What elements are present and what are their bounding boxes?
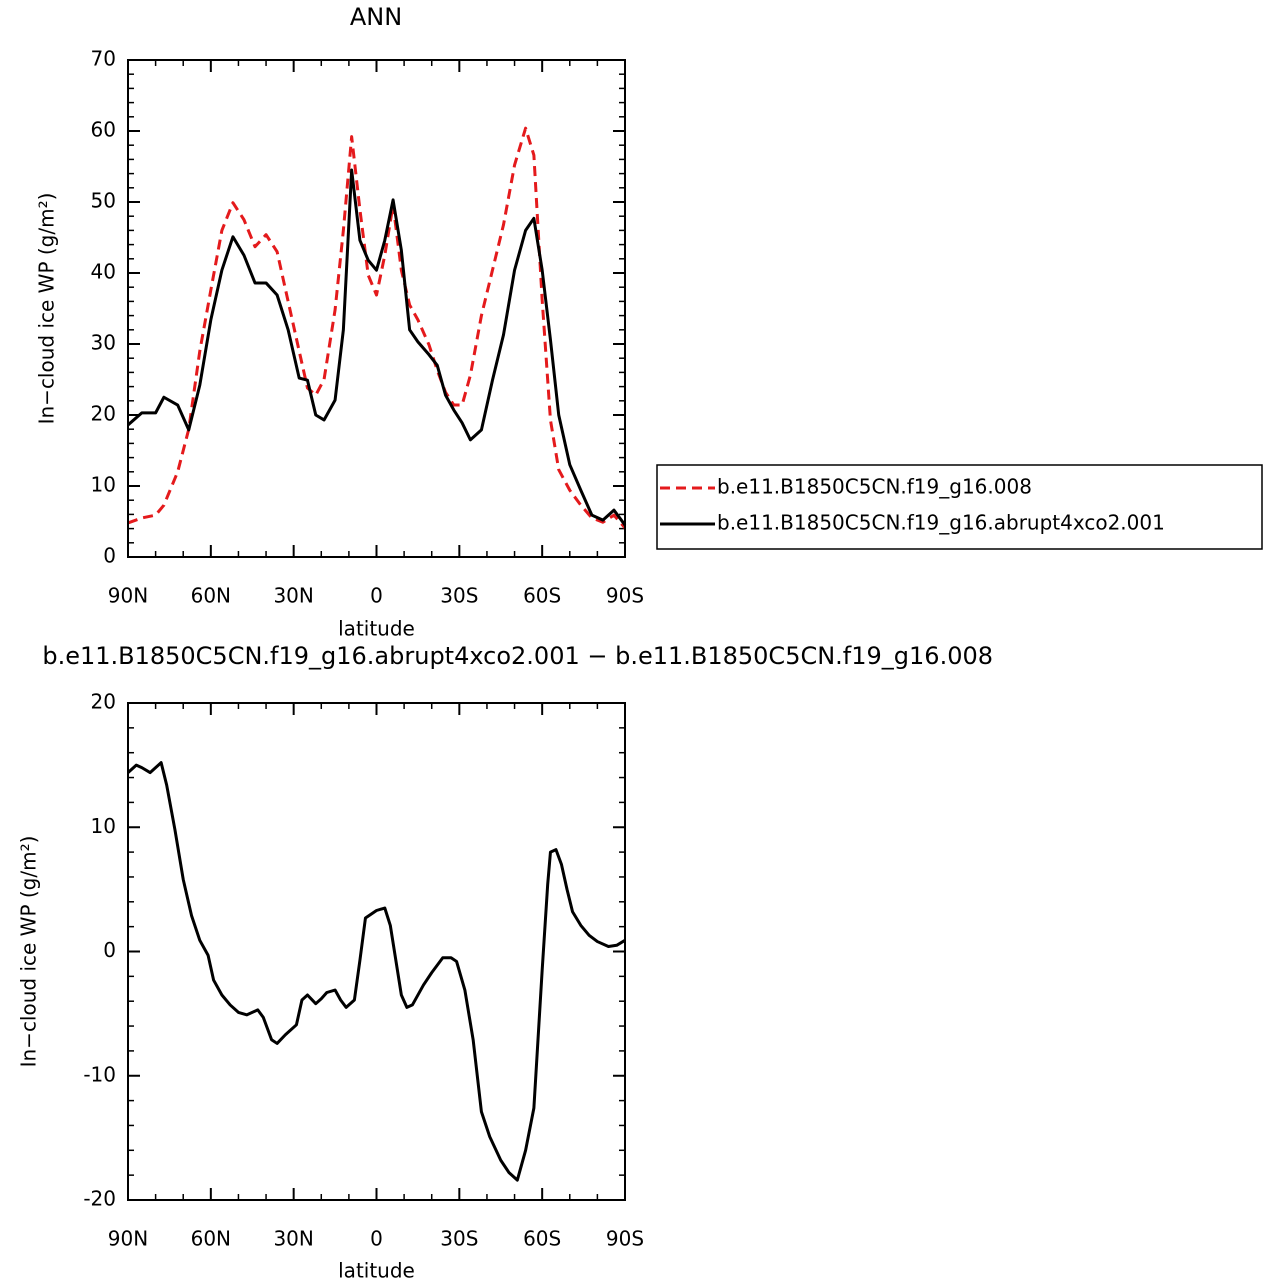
x-tick-label: 90N (108, 1227, 148, 1251)
data-line (126, 761, 626, 1182)
x-tick-label: 0 (370, 584, 383, 608)
y-tick-label: -10 (83, 1062, 116, 1086)
y-tick-label: 20 (91, 402, 116, 426)
y-tick-label: 60 (91, 118, 116, 142)
y-tick-label: 50 (91, 189, 116, 213)
data-line (127, 168, 627, 526)
x-tick-label: 60S (523, 584, 561, 608)
x-tick-label: 30N (273, 584, 313, 608)
chart-title: b.e11.B1850C5CN.f19_g16.abrupt4xco2.001 … (42, 642, 993, 670)
y-axis-label: In−cloud ice WP (g/m²) (17, 836, 41, 1068)
legend-label: b.e11.B1850C5CN.f19_g16.008 (717, 475, 1032, 499)
x-axis-label: latitude (338, 1259, 415, 1283)
x-tick-label: 90N (108, 584, 148, 608)
y-tick-label: 30 (91, 331, 116, 355)
legend-box (656, 464, 1263, 550)
x-tick-label: 60S (523, 1227, 561, 1251)
plot-frame (127, 702, 626, 1201)
x-tick-label: 30N (273, 1227, 313, 1251)
x-tick-label: 60N (191, 1227, 231, 1251)
y-tick-label: 0 (103, 544, 116, 568)
x-tick-label: 30S (440, 584, 478, 608)
y-tick-label: 0 (103, 938, 116, 962)
legend-label: b.e11.B1850C5CN.f19_g16.abrupt4xco2.001 (717, 511, 1165, 535)
y-tick-label: 10 (91, 473, 116, 497)
x-tick-label: 30S (440, 1227, 478, 1251)
y-tick-label: 40 (91, 260, 116, 284)
x-tick-label: 60N (191, 584, 231, 608)
x-axis-label: latitude (338, 617, 415, 641)
y-axis-label: In−cloud ice WP (g/m²) (35, 193, 59, 425)
x-tick-label: 0 (370, 1227, 383, 1251)
y-tick-label: -20 (83, 1187, 116, 1211)
y-tick-label: 10 (91, 814, 116, 838)
plot-frame (127, 59, 626, 558)
y-tick-label: 20 (91, 690, 116, 714)
y-tick-label: 70 (91, 47, 116, 71)
chart-title: ANN (350, 3, 402, 31)
x-tick-label: 90S (606, 1227, 644, 1251)
x-tick-label: 90S (606, 584, 644, 608)
